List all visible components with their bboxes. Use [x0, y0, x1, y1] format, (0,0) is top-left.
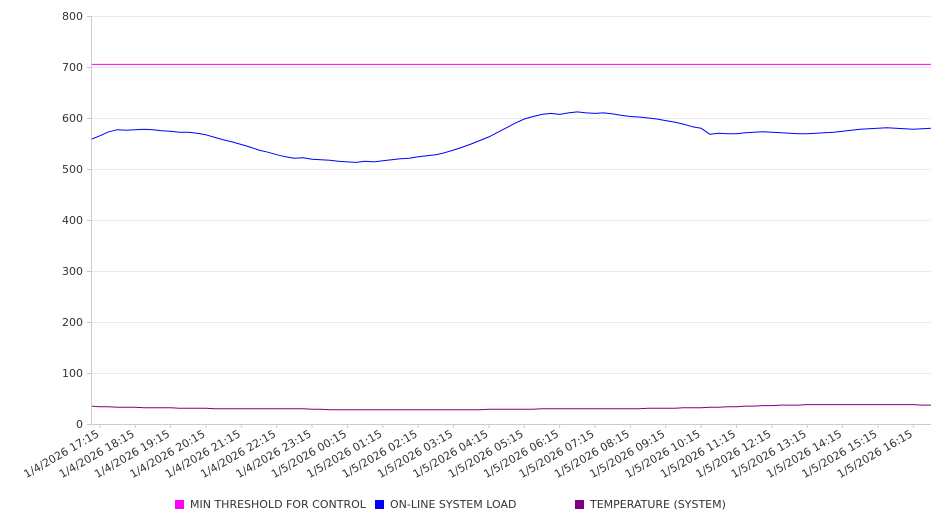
- series-lines: [90, 63, 932, 411]
- y-tick-label: 200: [62, 316, 83, 329]
- y-tick-label: 700: [62, 61, 83, 74]
- y-axis-ticks: 0 100 200 300 400 500 600 700 800: [62, 10, 91, 431]
- legend-label-min-threshold: MIN THRESHOLD FOR CONTROL: [190, 498, 366, 511]
- x-axis-ticks: 1/4/2026 17:151/4/2026 18:151/4/2026 19:…: [22, 424, 915, 481]
- legend-swatch-temperature: [575, 500, 584, 509]
- legend-swatch-system-load: [375, 500, 384, 509]
- gridlines: [91, 16, 931, 374]
- y-tick-label: 800: [62, 10, 83, 23]
- legend-label-system-load: ON-LINE SYSTEM LOAD: [390, 498, 517, 511]
- y-tick-label: 300: [62, 265, 83, 278]
- y-tick-label: 100: [62, 367, 83, 380]
- legend-item-temperature: TEMPERATURE (SYSTEM): [575, 498, 726, 511]
- y-tick-label: 600: [62, 112, 83, 125]
- legend-swatch-min-threshold: [175, 500, 184, 509]
- legend-label-temperature: TEMPERATURE (SYSTEM): [590, 498, 726, 511]
- y-tick-label: 0: [76, 418, 83, 431]
- legend-item-system-load: ON-LINE SYSTEM LOAD: [375, 498, 516, 511]
- series-line-1: [90, 111, 932, 163]
- axes: [91, 16, 931, 425]
- legend: MIN THRESHOLD FOR CONTROL ON-LINE SYSTEM…: [0, 498, 946, 514]
- legend-item-min-threshold: MIN THRESHOLD FOR CONTROL: [175, 498, 366, 511]
- series-line-2: [90, 404, 931, 411]
- y-tick-label: 500: [62, 163, 83, 176]
- y-tick-label: 400: [62, 214, 83, 227]
